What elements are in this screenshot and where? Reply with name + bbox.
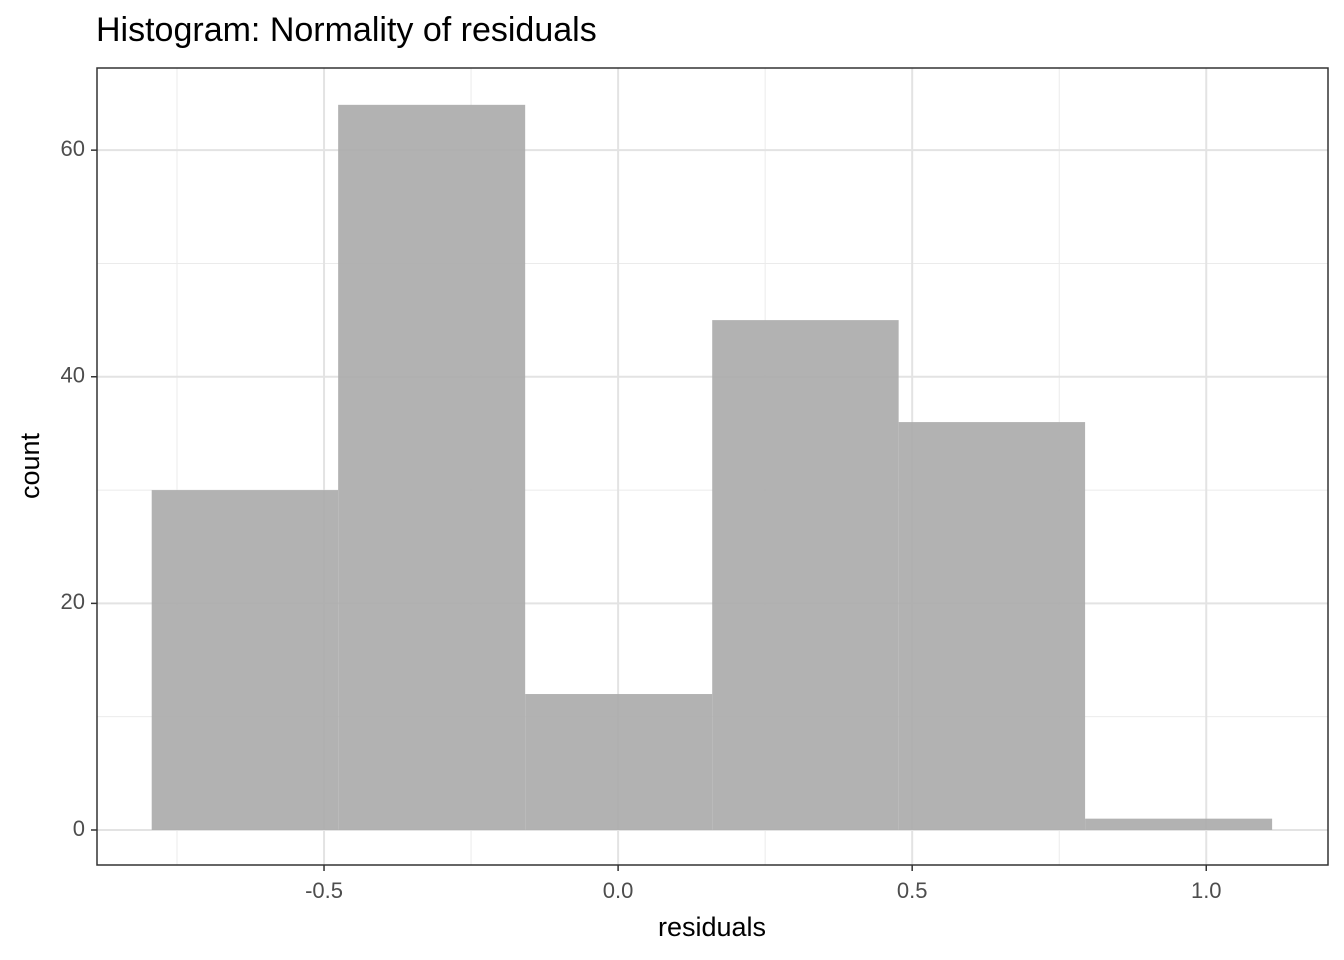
y-tick-label: 40 — [61, 363, 85, 388]
x-axis-title: residuals — [658, 912, 766, 942]
y-axis-title: count — [15, 432, 45, 499]
y-tick-label: 0 — [73, 816, 85, 841]
bar — [525, 694, 713, 830]
chart-title: Histogram: Normality of residuals — [96, 11, 597, 49]
x-tick-label: 0.5 — [897, 878, 928, 903]
x-tick-label: 1.0 — [1191, 878, 1222, 903]
bars — [151, 104, 1273, 830]
x-tick-label: 0.0 — [603, 878, 634, 903]
x-tick-label: -0.5 — [305, 878, 343, 903]
panel-border — [96, 67, 1329, 866]
y-tick-label: 20 — [61, 589, 85, 614]
bar — [338, 104, 526, 830]
bar — [1085, 818, 1273, 830]
bar — [898, 422, 1086, 830]
bar — [712, 320, 899, 830]
bar — [151, 490, 339, 830]
y-tick-label: 60 — [61, 136, 85, 161]
